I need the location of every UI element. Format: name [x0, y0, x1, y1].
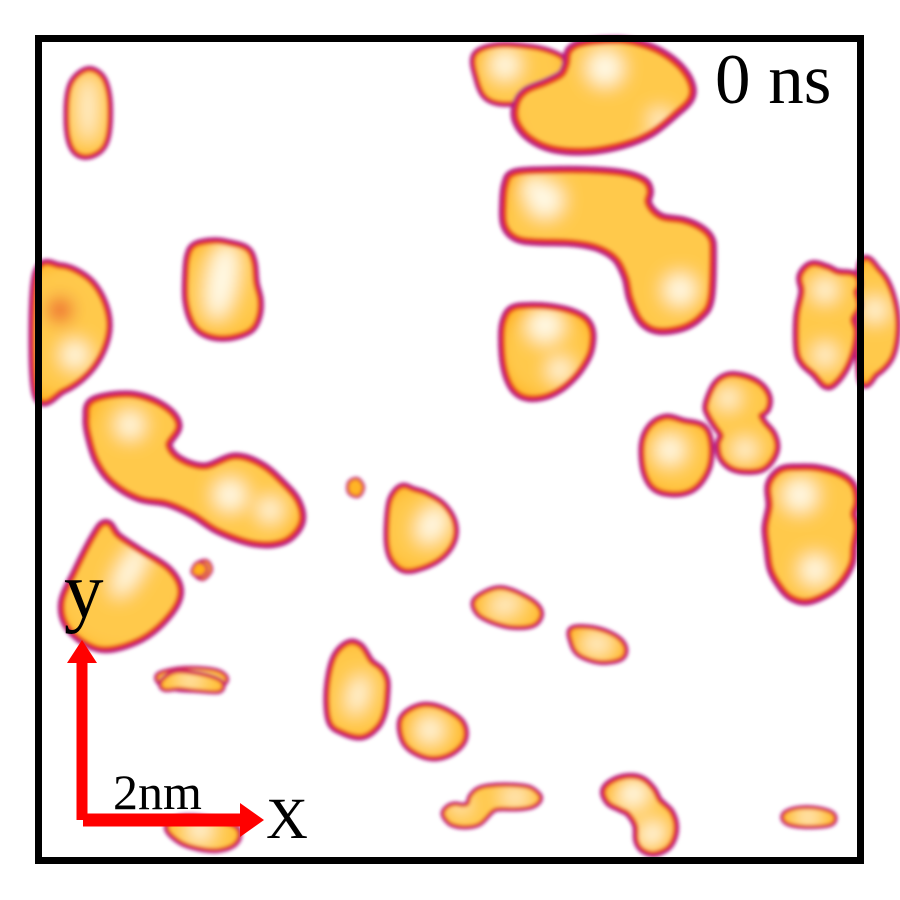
svg-text:0 ns: 0 ns: [715, 41, 831, 119]
svg-text:X: X: [266, 786, 308, 851]
svg-text:y: y: [64, 548, 104, 635]
svg-text:2nm: 2nm: [113, 764, 202, 820]
